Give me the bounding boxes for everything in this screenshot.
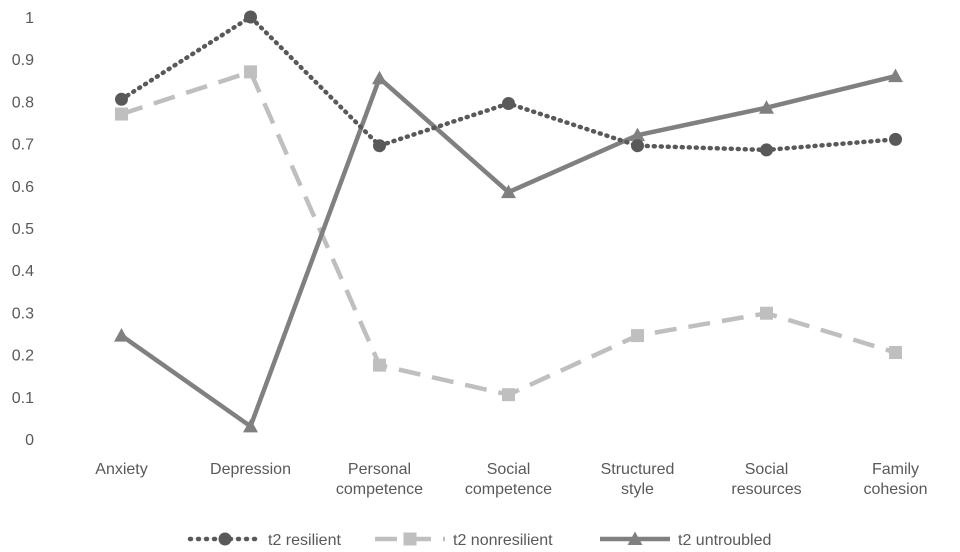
y-tick-label: 1 bbox=[25, 10, 34, 27]
y-tick-label: 0.4 bbox=[12, 263, 34, 280]
x-category-label: Social resources bbox=[731, 461, 801, 498]
y-tick-label: 0.5 bbox=[12, 221, 34, 238]
legend-marker bbox=[218, 532, 232, 546]
data-point bbox=[889, 132, 902, 146]
y-tick-label: 0.7 bbox=[12, 137, 34, 154]
series-t2-untroubled bbox=[114, 68, 903, 433]
data-point bbox=[373, 358, 386, 372]
data-point bbox=[631, 139, 644, 153]
data-point bbox=[889, 345, 902, 359]
x-category-label: Depression bbox=[210, 461, 291, 478]
data-point bbox=[244, 10, 257, 24]
x-category-label: Structured style bbox=[601, 461, 675, 498]
series-t2-nonresilient bbox=[115, 65, 902, 402]
y-tick-label: 0.8 bbox=[12, 94, 34, 111]
y-tick-label: 0.3 bbox=[12, 305, 34, 322]
legend: t2 resilient t2 nonresilient t2 untroubled bbox=[187, 531, 771, 549]
data-point bbox=[244, 65, 257, 79]
legend-marker bbox=[627, 531, 643, 545]
x-category-label: Anxiety bbox=[95, 461, 147, 478]
series-line bbox=[120, 73, 897, 429]
series-line bbox=[120, 69, 897, 397]
data-point bbox=[115, 107, 128, 121]
data-point bbox=[373, 139, 386, 153]
legend-marker bbox=[403, 532, 417, 546]
x-axis: Anxiety Depression Personal competence Socia… bbox=[95, 461, 927, 498]
data-point bbox=[372, 70, 387, 85]
data-point bbox=[630, 127, 645, 142]
y-tick-label: 0.6 bbox=[12, 179, 34, 196]
data-point bbox=[760, 143, 773, 157]
series-t2-resilient bbox=[115, 10, 902, 157]
data-point bbox=[114, 328, 129, 342]
legend-label: t2 nonresilient bbox=[453, 532, 553, 549]
y-tick-label: 0.9 bbox=[12, 52, 34, 69]
legend-label: t2 resilient bbox=[268, 532, 341, 549]
x-category-label: Social competence bbox=[465, 461, 552, 498]
x-category-label: Personal competence bbox=[336, 461, 423, 498]
series-layer bbox=[114, 10, 903, 433]
data-point bbox=[759, 100, 774, 114]
data-point bbox=[502, 388, 515, 402]
legend-label: t2 untroubled bbox=[678, 532, 771, 549]
data-point bbox=[631, 329, 644, 343]
data-point bbox=[115, 92, 128, 106]
series-line bbox=[119, 14, 898, 153]
legend-item: t2 untroubled bbox=[600, 531, 771, 549]
legend-item: t2 resilient bbox=[187, 532, 341, 549]
data-point bbox=[502, 97, 515, 111]
data-point bbox=[760, 306, 773, 320]
y-tick-label: 0 bbox=[25, 432, 34, 449]
data-point bbox=[501, 184, 516, 199]
x-category-label: Family cohesion bbox=[863, 461, 927, 498]
legend-item: t2 nonresilient bbox=[375, 532, 553, 549]
data-point bbox=[243, 418, 258, 433]
y-tick-label: 0.1 bbox=[12, 390, 34, 407]
y-axis: 0 0.1 0.2 0.3 0.4 0.5 0.6 0.7 0.8 0.9 1 bbox=[12, 10, 34, 449]
data-point bbox=[888, 68, 903, 83]
y-tick-label: 0.2 bbox=[12, 348, 34, 365]
